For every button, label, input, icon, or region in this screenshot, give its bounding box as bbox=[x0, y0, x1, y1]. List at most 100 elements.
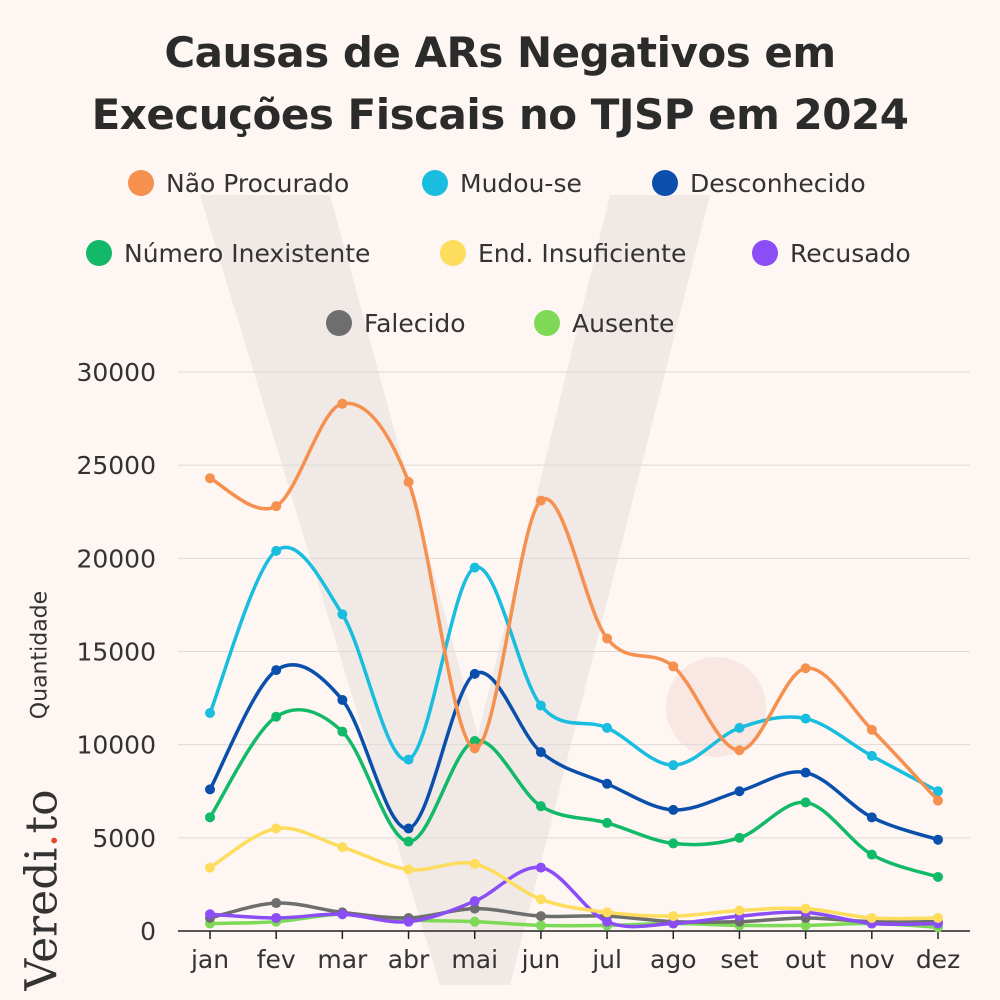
data-point[interactable] bbox=[337, 694, 348, 705]
data-point[interactable] bbox=[866, 912, 877, 923]
data-point[interactable] bbox=[271, 665, 282, 676]
legend-item-numero-inexistente[interactable]: Número Inexistente bbox=[86, 233, 370, 273]
data-point[interactable] bbox=[602, 907, 613, 918]
legend-swatch bbox=[128, 170, 154, 196]
data-point[interactable] bbox=[535, 801, 546, 812]
data-point[interactable] bbox=[337, 726, 348, 737]
data-point[interactable] bbox=[668, 760, 679, 771]
data-point[interactable] bbox=[668, 918, 679, 929]
data-point[interactable] bbox=[933, 871, 943, 882]
y-tick-label: 10000 bbox=[76, 731, 156, 760]
data-point[interactable] bbox=[933, 786, 943, 797]
data-point[interactable] bbox=[469, 743, 480, 754]
data-point[interactable] bbox=[469, 858, 480, 869]
data-point[interactable] bbox=[271, 501, 282, 512]
data-point[interactable] bbox=[205, 862, 215, 873]
data-point[interactable] bbox=[271, 545, 282, 556]
data-point[interactable] bbox=[271, 898, 282, 909]
y-axis-ticks: 0 5000 10000 15000 20000 25000 30000 bbox=[76, 358, 156, 946]
y-tick-label: 15000 bbox=[76, 638, 156, 667]
data-point[interactable] bbox=[668, 661, 679, 672]
data-point[interactable] bbox=[271, 823, 282, 834]
data-point[interactable] bbox=[734, 745, 745, 756]
data-point[interactable] bbox=[933, 834, 943, 845]
legend-swatch bbox=[422, 170, 448, 196]
data-point[interactable] bbox=[535, 920, 546, 931]
x-tick-label: set bbox=[720, 945, 758, 974]
data-point[interactable] bbox=[800, 663, 811, 674]
legend-item-nao-procurado[interactable]: Não Procurado bbox=[128, 163, 349, 203]
data-point[interactable] bbox=[535, 747, 546, 758]
data-point[interactable] bbox=[535, 862, 546, 873]
data-point[interactable] bbox=[866, 849, 877, 860]
data-point[interactable] bbox=[734, 722, 745, 733]
data-point[interactable] bbox=[469, 916, 480, 927]
data-point[interactable] bbox=[403, 836, 414, 847]
data-point[interactable] bbox=[337, 609, 348, 620]
data-point[interactable] bbox=[205, 909, 215, 920]
data-point[interactable] bbox=[933, 795, 943, 806]
data-point[interactable] bbox=[602, 722, 613, 733]
data-point[interactable] bbox=[800, 797, 811, 808]
data-point[interactable] bbox=[271, 912, 282, 923]
data-point[interactable] bbox=[469, 903, 480, 914]
data-point[interactable] bbox=[205, 784, 215, 795]
data-point[interactable] bbox=[933, 912, 943, 923]
data-point[interactable] bbox=[469, 735, 480, 746]
data-point[interactable] bbox=[734, 832, 745, 843]
data-point[interactable] bbox=[602, 817, 613, 828]
data-point[interactable] bbox=[403, 864, 414, 875]
legend-swatch bbox=[440, 240, 466, 266]
data-point[interactable] bbox=[403, 754, 414, 765]
data-point[interactable] bbox=[271, 711, 282, 722]
data-point[interactable] bbox=[205, 812, 215, 823]
data-point[interactable] bbox=[734, 786, 745, 797]
data-point[interactable] bbox=[337, 398, 348, 409]
data-point[interactable] bbox=[403, 916, 414, 927]
legend-item-ausente[interactable]: Ausente bbox=[534, 303, 674, 343]
data-point[interactable] bbox=[403, 476, 414, 487]
data-point[interactable] bbox=[668, 838, 679, 849]
series-nao-procurado bbox=[205, 398, 943, 806]
data-point[interactable] bbox=[668, 911, 679, 922]
x-tick-label: dez bbox=[916, 945, 960, 974]
data-point[interactable] bbox=[866, 724, 877, 735]
legend-item-end-insuficiente[interactable]: End. Insuficiente bbox=[440, 233, 686, 273]
data-point[interactable] bbox=[469, 562, 480, 573]
legend-label: Ausente bbox=[572, 308, 675, 338]
data-point[interactable] bbox=[535, 495, 546, 506]
data-point[interactable] bbox=[866, 750, 877, 761]
data-point[interactable] bbox=[800, 903, 811, 914]
legend-item-desconhecido[interactable]: Desconhecido bbox=[652, 163, 866, 203]
x-tick-label: ago bbox=[650, 945, 696, 974]
data-point[interactable] bbox=[205, 707, 215, 718]
legend-swatch bbox=[752, 240, 778, 266]
data-point[interactable] bbox=[535, 911, 546, 922]
data-point[interactable] bbox=[469, 896, 480, 907]
x-tick-label: mar bbox=[317, 945, 368, 974]
data-point[interactable] bbox=[734, 905, 745, 916]
data-point[interactable] bbox=[602, 916, 613, 927]
data-point[interactable] bbox=[800, 767, 811, 778]
data-point[interactable] bbox=[535, 700, 546, 711]
data-point[interactable] bbox=[535, 894, 546, 905]
legend-item-mudou-se[interactable]: Mudou-se bbox=[422, 163, 582, 203]
data-point[interactable] bbox=[205, 473, 215, 484]
data-point[interactable] bbox=[800, 920, 811, 931]
data-point[interactable] bbox=[668, 804, 679, 815]
legend-item-recusado[interactable]: Recusado bbox=[752, 233, 911, 273]
data-point[interactable] bbox=[403, 823, 414, 834]
legend-label: Número Inexistente bbox=[124, 238, 371, 268]
x-tick-label: fev bbox=[257, 945, 296, 974]
legend-swatch bbox=[326, 310, 352, 336]
data-point[interactable] bbox=[800, 713, 811, 724]
data-point[interactable] bbox=[469, 668, 480, 679]
brand-text-part2: to bbox=[16, 789, 68, 834]
data-point[interactable] bbox=[337, 842, 348, 853]
data-point[interactable] bbox=[602, 778, 613, 789]
legend-item-falecido[interactable]: Falecido bbox=[326, 303, 466, 343]
gridlines bbox=[178, 371, 970, 932]
data-point[interactable] bbox=[866, 812, 877, 823]
data-point[interactable] bbox=[337, 909, 348, 920]
data-point[interactable] bbox=[602, 633, 613, 644]
